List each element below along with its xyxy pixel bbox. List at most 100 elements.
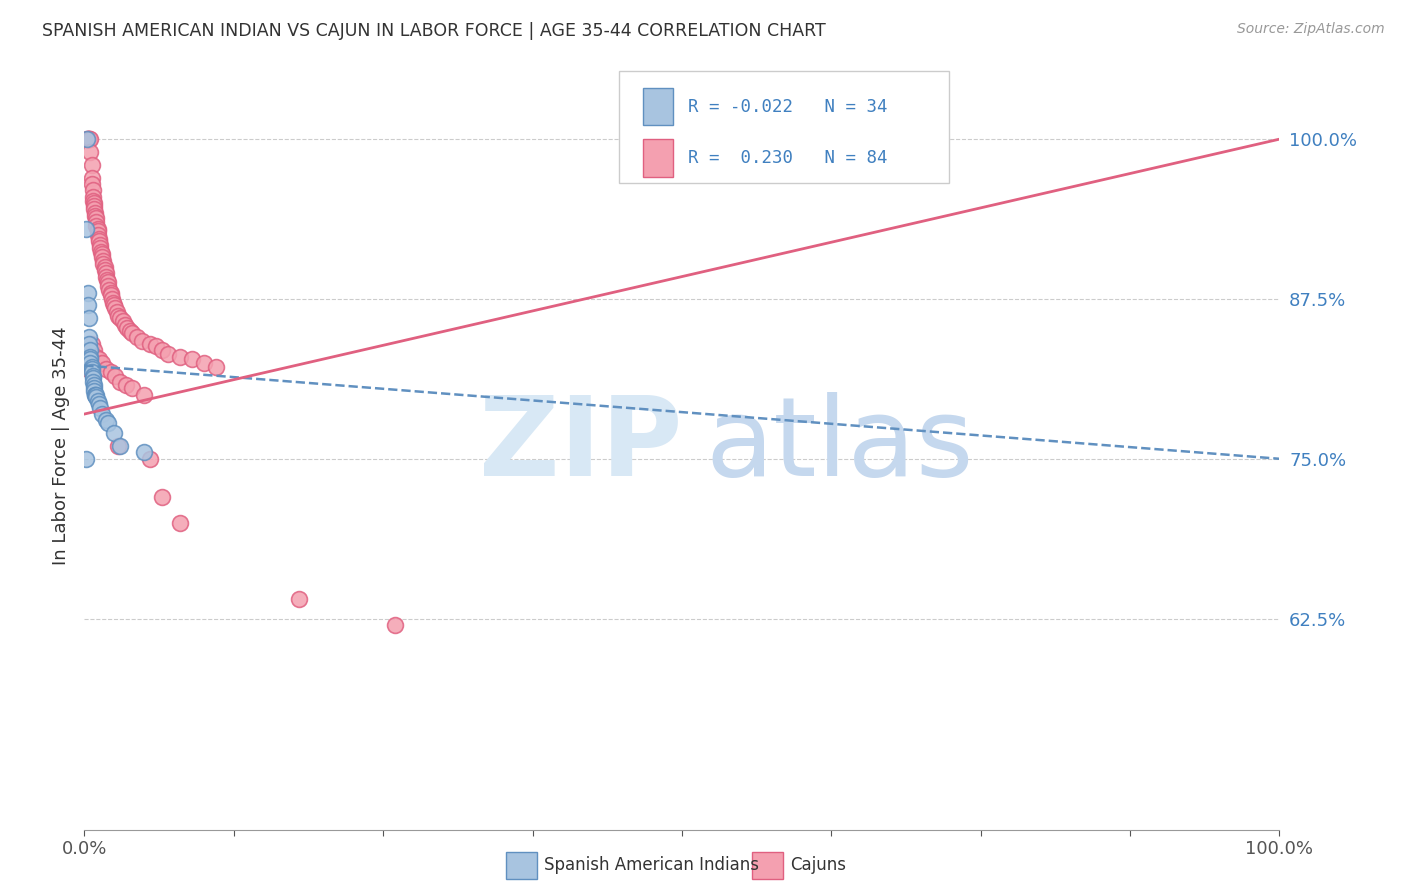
Point bbox=[104, 301, 127, 315]
Point bbox=[82, 183, 104, 197]
Point bbox=[110, 311, 132, 326]
Point bbox=[80, 177, 103, 191]
Point bbox=[82, 368, 104, 383]
Point bbox=[84, 209, 107, 223]
Point bbox=[86, 211, 108, 226]
Point bbox=[83, 196, 105, 211]
Point bbox=[100, 365, 122, 379]
Point bbox=[77, 132, 100, 146]
Point bbox=[100, 285, 122, 300]
Point bbox=[89, 238, 111, 252]
Point bbox=[110, 375, 132, 389]
Point bbox=[86, 224, 108, 238]
Point bbox=[86, 219, 108, 233]
Point bbox=[132, 445, 156, 459]
Point bbox=[83, 377, 105, 392]
Point bbox=[94, 362, 117, 376]
Point bbox=[89, 241, 111, 255]
Point bbox=[82, 194, 104, 208]
Text: Spanish American Indians: Spanish American Indians bbox=[544, 856, 759, 874]
Point bbox=[76, 132, 98, 146]
Point bbox=[87, 235, 110, 249]
Point bbox=[98, 283, 121, 297]
Point bbox=[107, 309, 129, 323]
Point bbox=[77, 330, 100, 344]
Point bbox=[86, 215, 108, 229]
Point bbox=[77, 285, 100, 300]
Point bbox=[77, 132, 100, 146]
Point bbox=[97, 416, 120, 430]
Point bbox=[90, 244, 112, 259]
Text: SPANISH AMERICAN INDIAN VS CAJUN IN LABOR FORCE | AGE 35-44 CORRELATION CHART: SPANISH AMERICAN INDIAN VS CAJUN IN LABO… bbox=[42, 22, 825, 40]
Point bbox=[86, 221, 108, 235]
Point bbox=[83, 384, 105, 398]
Point bbox=[384, 618, 406, 632]
Point bbox=[77, 298, 100, 312]
Text: Cajuns: Cajuns bbox=[790, 856, 846, 874]
Point bbox=[82, 190, 104, 204]
Point bbox=[79, 356, 101, 370]
Point bbox=[105, 305, 128, 319]
Point bbox=[77, 336, 100, 351]
Point bbox=[125, 330, 148, 344]
Point bbox=[103, 298, 125, 312]
Point bbox=[169, 350, 191, 364]
Point bbox=[79, 132, 101, 146]
Point bbox=[83, 202, 105, 217]
Point bbox=[87, 232, 110, 246]
Point bbox=[118, 324, 141, 338]
Point bbox=[131, 334, 153, 348]
Point bbox=[77, 132, 100, 146]
Point bbox=[205, 359, 228, 374]
Point bbox=[89, 401, 111, 415]
Point bbox=[91, 407, 114, 421]
Point bbox=[82, 375, 104, 389]
Point bbox=[121, 382, 143, 396]
Point bbox=[150, 343, 173, 358]
Point bbox=[94, 266, 117, 280]
Point bbox=[288, 592, 311, 607]
Point bbox=[104, 368, 127, 383]
Point bbox=[139, 336, 162, 351]
Point bbox=[84, 206, 107, 220]
Text: Source: ZipAtlas.com: Source: ZipAtlas.com bbox=[1237, 22, 1385, 37]
Point bbox=[107, 439, 129, 453]
Point bbox=[169, 516, 191, 530]
Point bbox=[193, 356, 215, 370]
Point bbox=[110, 439, 132, 453]
Point bbox=[79, 352, 101, 367]
Point bbox=[145, 339, 167, 353]
Text: ZIP: ZIP bbox=[478, 392, 682, 500]
Point bbox=[93, 253, 115, 268]
Point bbox=[150, 490, 173, 504]
Point bbox=[91, 247, 114, 261]
Text: R = -0.022   N = 34: R = -0.022 N = 34 bbox=[688, 97, 887, 116]
Point bbox=[80, 359, 103, 374]
Point bbox=[83, 199, 105, 213]
Point bbox=[86, 350, 108, 364]
Point bbox=[80, 336, 103, 351]
Point bbox=[80, 362, 103, 376]
Point bbox=[86, 227, 108, 242]
Point bbox=[83, 343, 105, 358]
Point bbox=[93, 260, 115, 274]
Point bbox=[91, 356, 114, 370]
Point bbox=[77, 311, 100, 326]
Point bbox=[132, 388, 156, 402]
Point bbox=[87, 397, 110, 411]
Text: atlas: atlas bbox=[706, 392, 974, 500]
Point bbox=[96, 273, 118, 287]
Point bbox=[79, 350, 101, 364]
Point bbox=[101, 292, 124, 306]
Point bbox=[100, 288, 122, 302]
Point bbox=[83, 382, 105, 396]
Point bbox=[181, 352, 204, 367]
Point bbox=[111, 314, 134, 328]
Point bbox=[93, 262, 115, 277]
Point bbox=[139, 451, 162, 466]
Point bbox=[76, 132, 98, 146]
Point bbox=[79, 145, 101, 159]
Point bbox=[97, 276, 120, 290]
Point bbox=[114, 318, 136, 332]
Point bbox=[82, 371, 104, 385]
